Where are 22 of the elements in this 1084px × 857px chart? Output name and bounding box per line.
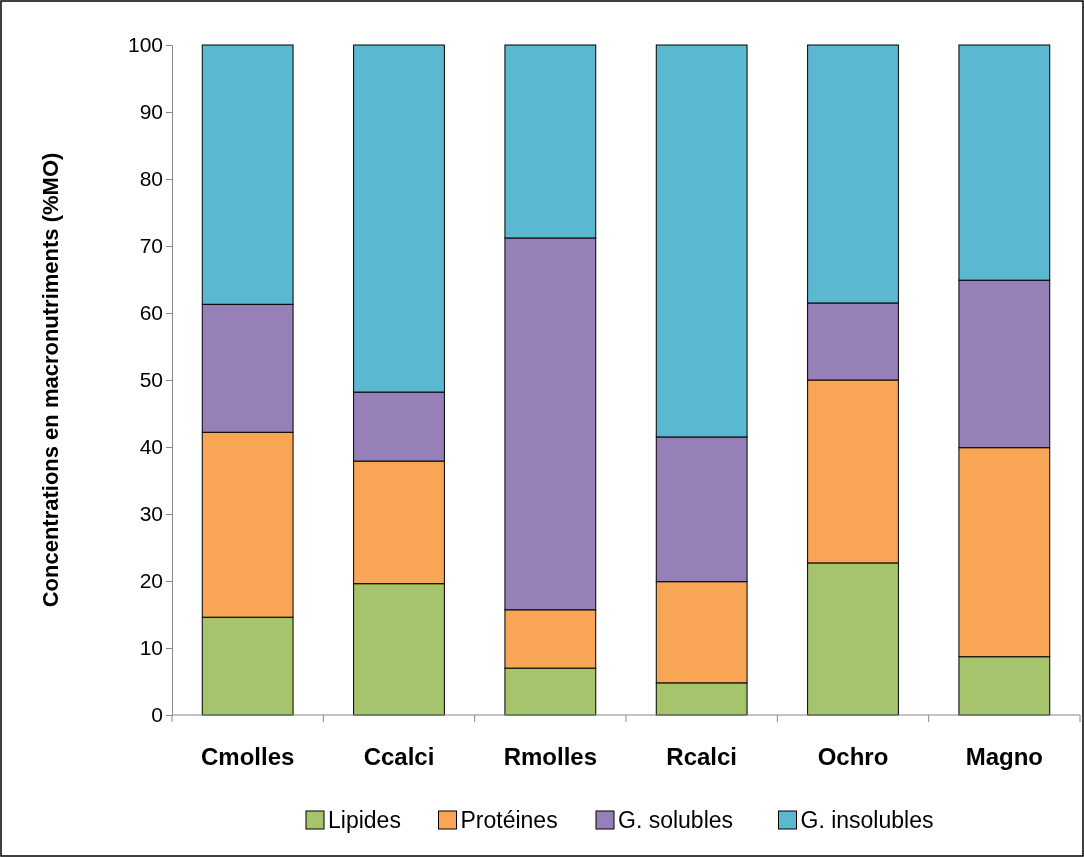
y-tick-label: 80 (139, 167, 163, 191)
y-tick-label: 50 (139, 368, 163, 392)
x-tick-label: Cmolles (200, 743, 295, 770)
y-tick-label: 30 (139, 502, 163, 526)
x-tick-label: Rcalci (666, 743, 738, 770)
y-tick-label: 0 (151, 703, 163, 727)
y-tick-label: 90 (139, 100, 163, 124)
y-tick-label: 40 (139, 435, 163, 459)
y-tick-label: 20 (139, 569, 163, 593)
legend-label: G. solubles (618, 807, 734, 833)
y-tick-label: 100 (127, 33, 163, 57)
y-tick-label: 10 (139, 636, 163, 660)
x-tick-label: Magno (965, 743, 1043, 770)
y-tick-label: 70 (139, 234, 163, 258)
legend-label: Lipides (328, 807, 401, 833)
x-tick-label: Rmolles (503, 743, 598, 770)
x-tick-label: Ochro (817, 743, 889, 770)
x-tick-label: Ccalci (363, 743, 435, 770)
y-tick-label: 60 (139, 301, 163, 325)
legend-label: G. insolubles (800, 807, 934, 833)
legend-label: Protéines (460, 807, 558, 833)
y-axis-title: Concentrations en macronutriments (%MO) (38, 152, 63, 608)
